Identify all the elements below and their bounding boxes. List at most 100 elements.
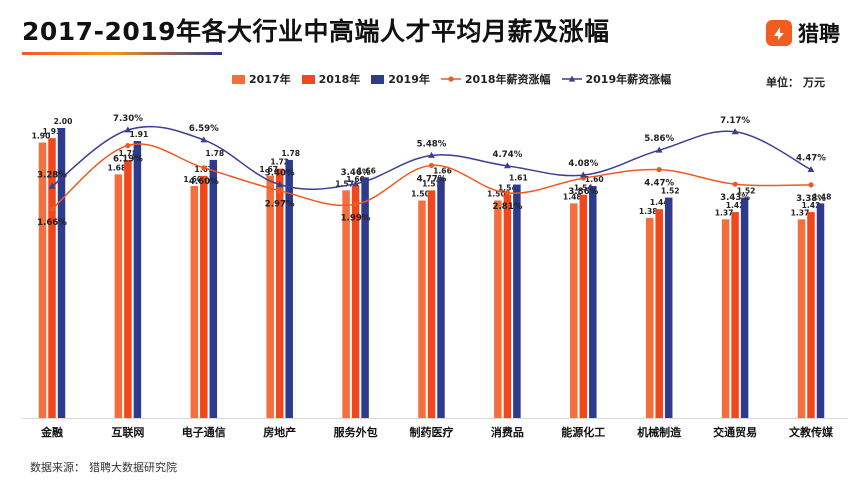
legend-label: 2019年 [388, 73, 430, 86]
legend-label: 2017年 [249, 73, 291, 86]
line-value-label: 3.40% [265, 169, 295, 179]
bar-3-10 [740, 197, 749, 418]
line-value-label: 3.43% [720, 193, 750, 203]
bar-value-label: 1.66 [357, 166, 376, 175]
bar-3-3 [209, 159, 218, 418]
unit-label: 单位： 万元 [766, 74, 829, 90]
bar-2-2 [124, 159, 132, 418]
bar-2-1 [48, 138, 56, 418]
bar-3-9 [664, 197, 673, 418]
line-value-label: 4.74% [492, 150, 522, 160]
legend-item-2017: 2017年 [232, 71, 291, 87]
category-label: 机械制造 [637, 425, 682, 439]
legend-item-2019-growth: 2019年薪资涨幅 [561, 71, 672, 87]
source-prefix: 数据来源： [30, 461, 85, 474]
line-marker-dot [125, 142, 131, 149]
bar-value-label: 1.42 [726, 201, 745, 210]
bar-value-label: 1.60 [183, 175, 202, 184]
bar-value-label: 1.54 [574, 184, 593, 193]
category-label: 交通贸易 [713, 425, 757, 439]
bar-3-1 [57, 128, 66, 418]
bar-2-4 [275, 168, 284, 418]
bar-3-6 [437, 177, 445, 418]
bar-2-7 [503, 194, 512, 418]
liepin-logo-icon [766, 20, 792, 46]
bar-3-7 [513, 184, 521, 418]
line-marker-dot [732, 181, 738, 187]
bar-value-label: 1.78 [205, 149, 224, 158]
bar-value-label: 1.90 [32, 132, 51, 141]
legend-label: 2018年薪资涨幅 [464, 73, 551, 86]
line-value-label: 1.66% [37, 218, 67, 228]
legend-swatch [232, 74, 245, 84]
bar-2-8 [579, 194, 588, 418]
logo-text: 猎聘 [798, 22, 840, 46]
bar-2-3 [200, 175, 208, 418]
bar-value-label: 1.93 [43, 127, 62, 136]
category-label: 服务外包 [334, 425, 378, 439]
bar-1-8 [570, 203, 578, 418]
line-value-label: 1.99% [341, 213, 371, 223]
bar-value-label: 1.60 [346, 175, 365, 184]
bar-value-label: 1.44 [650, 198, 669, 207]
line-marker-triangle [48, 182, 56, 189]
chart-title: 2017-2019年各大行业中高端人才平均月薪及涨幅 [22, 17, 610, 46]
category-label: 金融 [40, 425, 63, 439]
category-label: 制药医疗 [410, 425, 454, 439]
line-marker-triangle [276, 181, 284, 188]
line-marker-triangle [124, 126, 132, 133]
line-value-label: 4.47% [644, 179, 674, 189]
line-value-label: 2.81% [492, 202, 522, 212]
line-value-label: 3.46% [341, 168, 371, 178]
bar-2-9 [655, 209, 663, 418]
bar-value-label: 1.50 [411, 190, 430, 199]
bar-value-label: 1.91 [130, 130, 149, 139]
bar-value-label: 1.68 [108, 163, 127, 172]
bar-3-4 [285, 159, 293, 418]
legend-swatch [301, 74, 315, 84]
unit-value: 万元 [803, 76, 825, 89]
bar-1-6 [418, 200, 426, 418]
bar-3-5 [361, 177, 369, 418]
brand-logo: 猎聘 [766, 18, 840, 48]
legend-item-2018: 2018年 [301, 71, 360, 87]
chart-legend: 2017年 2018年 2019年 2018年薪资涨幅 2019年薪资涨幅 [232, 70, 682, 88]
bar-value-label: 1.50 [487, 190, 506, 199]
line-value-label: 4.77% [417, 174, 447, 184]
bar-value-label: 1.78 [281, 149, 300, 158]
line-marker-triangle [504, 162, 511, 169]
line-value-label: 4.47% [796, 154, 826, 164]
source-value: 猎聘大数据研究院 [89, 461, 177, 474]
legend-swatch [371, 74, 385, 84]
bar-value-label: 2.00 [54, 117, 73, 126]
line-value-label: 3.38% [796, 194, 826, 204]
legend-label: 2019年薪资涨幅 [585, 73, 672, 86]
line-series-1 [51, 143, 812, 210]
line-value-label: 5.86% [644, 134, 674, 144]
bar-3-11 [816, 203, 825, 418]
bar-value-label: 1.37 [715, 208, 734, 217]
bar-2-5 [351, 186, 360, 418]
line-marker-triangle [807, 166, 815, 173]
title-underline [22, 52, 222, 55]
bar-1-5 [342, 190, 350, 418]
line-value-label: 3.28% [37, 170, 67, 180]
category-label: 文教传媒 [789, 425, 834, 439]
bar-value-label: 1.54 [498, 184, 517, 193]
line-value-label: 4.08% [568, 159, 598, 169]
line-marker-dot [277, 188, 283, 194]
category-label: 能源化工 [561, 425, 605, 439]
line-marker-triangle [579, 171, 587, 178]
bar-1-11 [797, 219, 806, 418]
bar-1-10 [721, 219, 730, 418]
line-marker-dot [808, 182, 814, 188]
bar-value-label: 1.52 [661, 187, 680, 196]
bar-value-label: 1.57 [422, 179, 441, 188]
legend-line-dot-icon [440, 76, 461, 82]
bar-value-label: 1.61 [509, 174, 528, 183]
line-value-label: 7.17% [720, 116, 750, 126]
line-value-label: 7.30% [113, 114, 143, 124]
line-marker-triangle [655, 146, 663, 153]
bar-value-label: 1.52 [737, 187, 756, 196]
